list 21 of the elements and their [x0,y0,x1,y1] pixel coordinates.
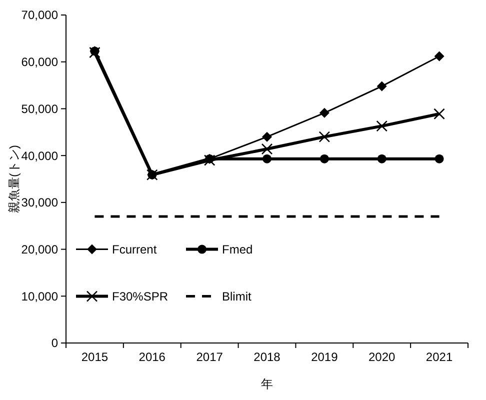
x-tick-label: 2016 [138,350,166,364]
y-axis-title: 親魚量(トン) [7,145,21,213]
y-tick-label: 60,000 [21,55,58,70]
x-tick-label: 2015 [81,350,108,364]
x-tick-label: 2017 [196,350,224,364]
legend-label: Fmed [222,242,253,256]
legend-label: F30%SPR [112,289,168,304]
y-tick-label: 30,000 [21,196,58,210]
legend-label: Fcurrent [112,242,158,256]
y-tick-label: 70,000 [21,8,58,22]
x-tick-label: 2021 [426,350,453,364]
x-tick-label: 2019 [311,350,338,364]
y-tick-label: 50,000 [21,102,58,116]
x-axis-title: 年 [261,377,273,391]
y-tick-label: 10,000 [21,289,58,304]
y-tick-label: 40,000 [21,148,58,163]
x-tick-label: 2020 [368,350,396,364]
y-tick-label: 0 [51,336,58,350]
y-tick-label: 20,000 [21,242,58,256]
x-tick-label: 2018 [254,350,281,364]
legend-label: Blimit [222,289,252,304]
